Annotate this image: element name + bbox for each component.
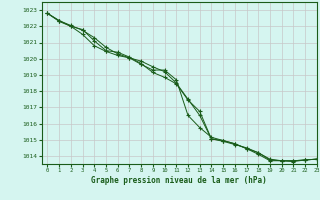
X-axis label: Graphe pression niveau de la mer (hPa): Graphe pression niveau de la mer (hPa) [91, 176, 267, 185]
